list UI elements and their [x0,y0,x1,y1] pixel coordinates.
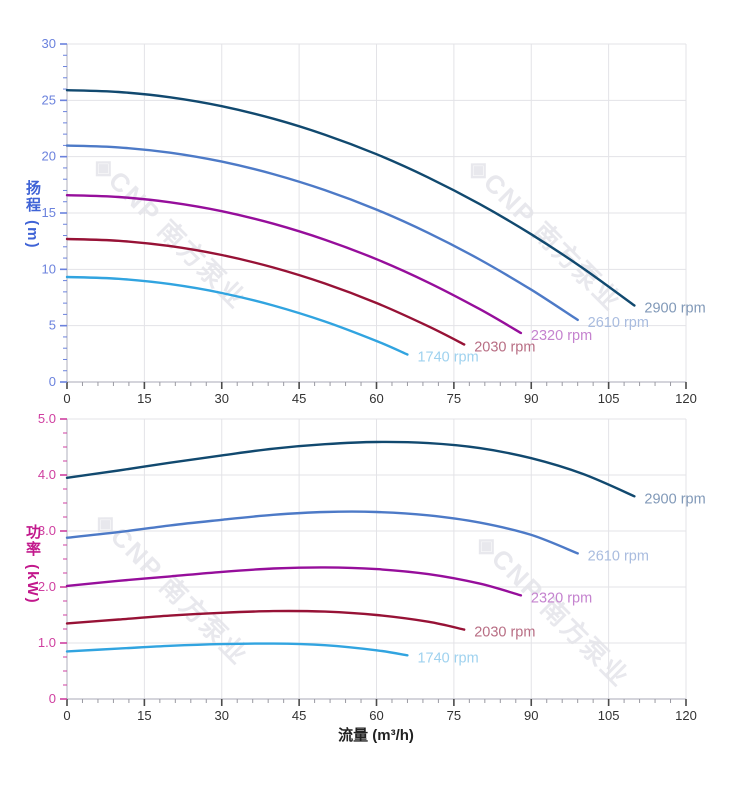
x-tick-label: 105 [598,391,620,406]
x-tick-label: 15 [137,391,151,406]
x-tick-label: 0 [63,391,70,406]
y-tick-label: 0 [49,374,56,389]
x-tick-label: 105 [598,708,620,723]
curve-2610-rpm [65,510,579,555]
curve-2030-rpm [65,609,466,631]
curve-2320-rpm [65,566,523,597]
y-tick-label: 10 [42,261,56,276]
curve-label-2320-rpm: 2320 rpm [531,590,592,606]
x-tick-label: 90 [524,708,538,723]
curve-2030-rpm [65,237,466,346]
head-axis-title: 扬程 (m) [24,180,41,250]
x-tick-label: 75 [447,391,461,406]
curve-label-2320-rpm: 2320 rpm [531,328,592,344]
y-tick-label: 25 [42,92,56,107]
y-tick-label: 5.0 [38,411,56,426]
y-tick-label: 30 [42,36,56,51]
y-tick-label: 20 [42,149,56,164]
curve-2320-rpm [65,194,523,335]
y-tick-label: 2.0 [38,579,56,594]
y-tick-label: 15 [42,205,56,220]
x-tick-label: 30 [215,708,229,723]
x-tick-label: 45 [292,391,306,406]
x-tick-label: 30 [215,391,229,406]
power-axis-title: 功率 (kW) [24,524,41,605]
curve-1740-rpm [65,275,409,356]
y-tick-label: 5 [49,318,56,333]
curve-label-1740-rpm: 1740 rpm [417,650,478,666]
x-tick-label: 120 [675,708,697,723]
x-tick-label: 120 [675,391,697,406]
flow-axis-title: 流量 (m³/h) [338,727,414,744]
curve-label-2030-rpm: 2030 rpm [474,625,535,641]
x-tick-label: 60 [369,391,383,406]
curve-label-2900-rpm: 2900 rpm [644,300,705,316]
curve-2900-rpm [65,440,636,498]
x-tick-label: 90 [524,391,538,406]
curve-label-2610-rpm: 2610 rpm [588,548,649,564]
x-tick-label: 45 [292,708,306,723]
x-tick-label: 0 [63,708,70,723]
y-tick-label: 0 [49,691,56,706]
curve-label-1740-rpm: 1740 rpm [417,350,478,366]
curve-2900-rpm [65,89,636,307]
curve-1740-rpm [65,642,409,657]
x-tick-label: 75 [447,708,461,723]
curve-label-2900-rpm: 2900 rpm [644,491,705,507]
y-tick-label: 1.0 [38,635,56,650]
x-tick-label: 15 [137,708,151,723]
y-tick-label: 4.0 [38,467,56,482]
x-tick-label: 60 [369,708,383,723]
curve-label-2610-rpm: 2610 rpm [588,315,649,331]
y-tick-label: 3.0 [38,523,56,538]
curve-label-2030-rpm: 2030 rpm [474,339,535,355]
curve-2610-rpm [65,144,579,322]
